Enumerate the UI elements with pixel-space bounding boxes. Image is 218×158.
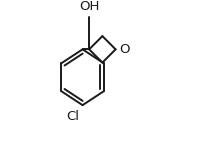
Text: Cl: Cl	[67, 109, 80, 123]
Text: OH: OH	[79, 0, 99, 13]
Text: O: O	[119, 43, 130, 56]
